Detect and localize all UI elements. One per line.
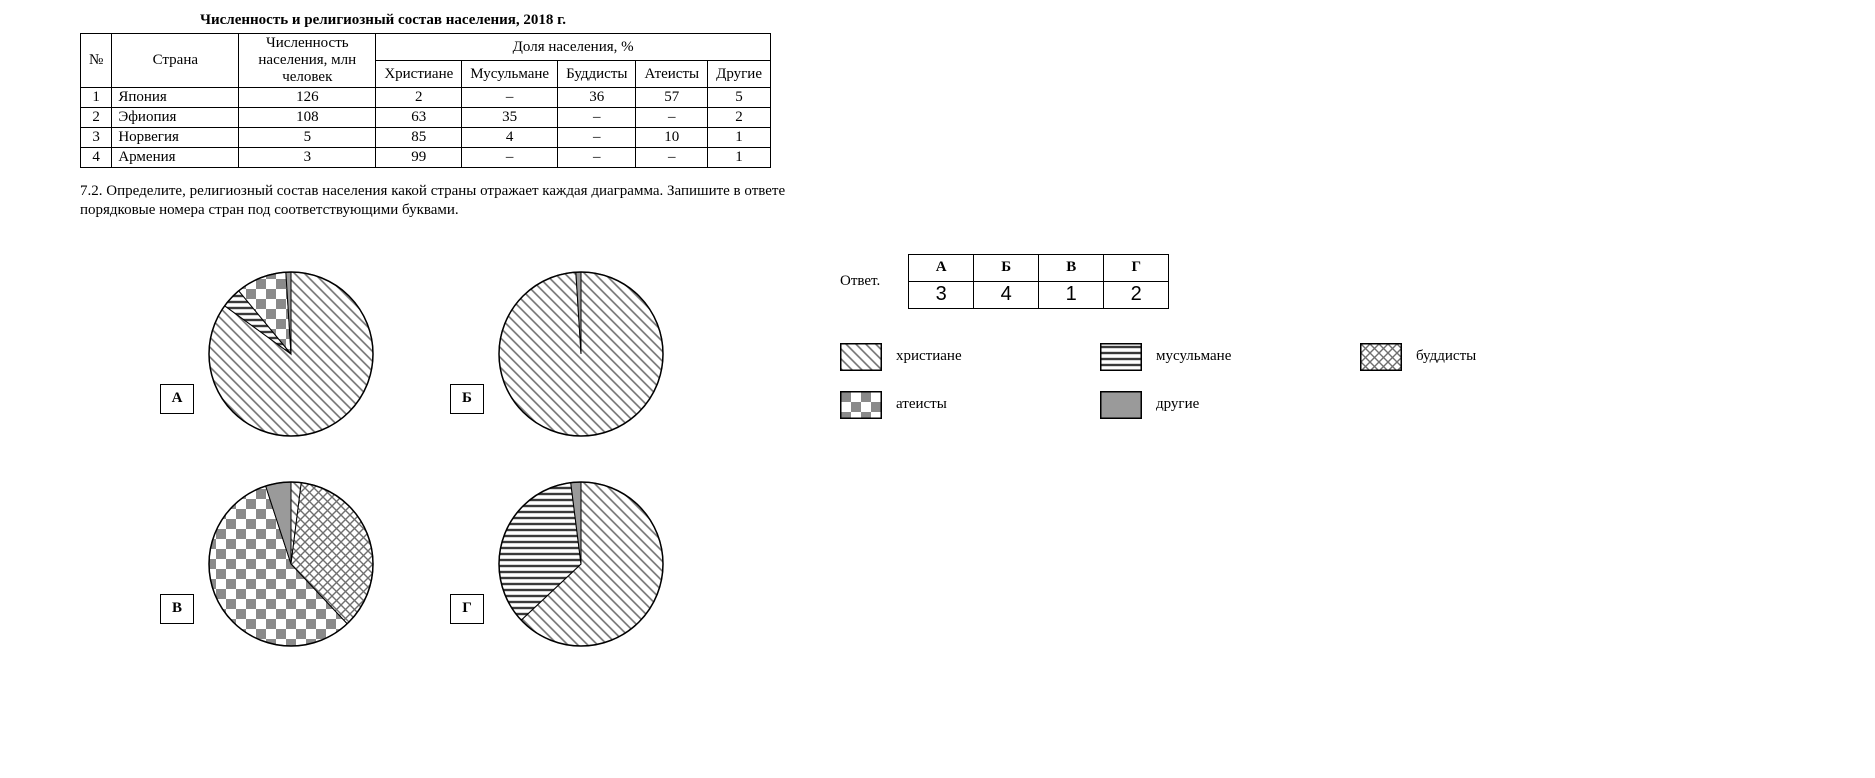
answer-label: Ответ. [840,273,880,290]
subcol: Другие [708,61,771,88]
legend: христиане мусульмане буддисты атеисты другие [840,343,1740,419]
pie-label: Б [450,384,484,414]
pie-chart [206,479,376,649]
subcol: Атеисты [636,61,708,88]
data-table: № Страна Численность населения, млн чело… [80,33,771,168]
answer-block: Ответ. АБВГ 3412 [840,254,1740,309]
pie-label: В [160,594,194,624]
page-title: Численность и религиозный состав населен… [200,12,1835,29]
col-country: Страна [112,34,239,88]
subcol: Христиане [376,61,462,88]
table-row: 4Армения399–––1 [81,148,771,168]
pie-grid: А Б В Г [160,244,720,654]
subcol: Мусульмане [462,61,558,88]
answer-table: АБВГ 3412 [908,254,1169,309]
legend-item: другие [1100,391,1270,419]
pie-chart [206,269,376,439]
pie-cell: Г [450,454,720,654]
pie-label: Г [450,594,484,624]
legend-item: христиане [840,343,1010,371]
legend-item: мусульмане [1100,343,1270,371]
pie-chart [496,479,666,649]
col-share: Доля населения, % [376,34,771,61]
table-row: 3Норвегия5854–101 [81,128,771,148]
pie-cell: В [160,454,430,654]
task-text: 7.2. Определите, религиозный состав насе… [80,182,840,220]
table-row: 2Эфиопия1086335––2 [81,108,771,128]
pie-chart [496,269,666,439]
subcol: Буддисты [558,61,636,88]
legend-item: атеисты [840,391,1010,419]
pie-cell: А [160,244,430,444]
col-pop: Численность населения, млн человек [239,34,376,88]
legend-item: буддисты [1360,343,1530,371]
col-num: № [81,34,112,88]
pie-cell: Б [450,244,720,444]
table-row: 1Япония1262–36575 [81,88,771,108]
pie-label: А [160,384,194,414]
